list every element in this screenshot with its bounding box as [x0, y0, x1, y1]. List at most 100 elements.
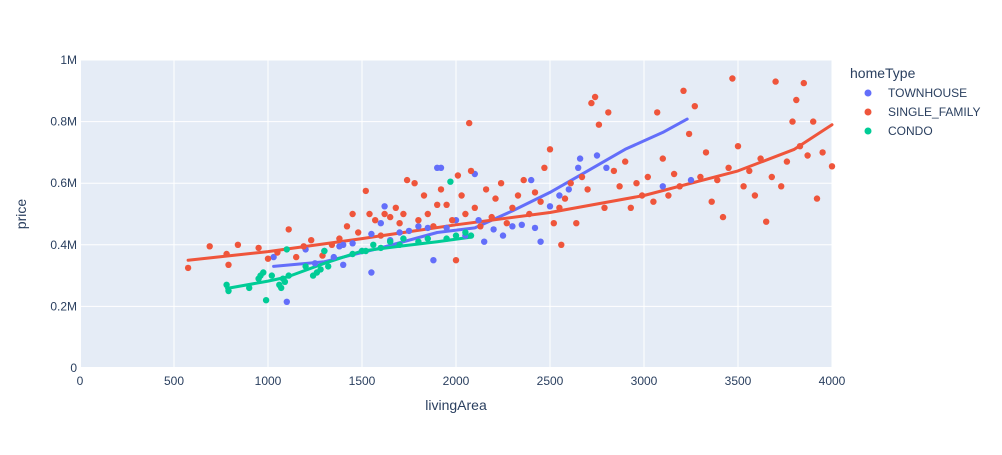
data-point-townhouse[interactable]: [368, 269, 374, 275]
data-point-single-family[interactable]: [378, 232, 384, 238]
data-point-condo[interactable]: [246, 285, 252, 291]
legend-item-condo[interactable]: CONDO: [865, 124, 933, 138]
data-point-single-family[interactable]: [645, 174, 651, 180]
data-point-single-family[interactable]: [355, 229, 361, 235]
data-point-single-family[interactable]: [443, 202, 449, 208]
data-point-condo[interactable]: [370, 242, 376, 248]
data-point-townhouse[interactable]: [396, 229, 402, 235]
data-point-single-family[interactable]: [547, 146, 553, 152]
data-point-single-family[interactable]: [349, 211, 355, 217]
data-point-single-family[interactable]: [573, 220, 579, 226]
data-point-condo[interactable]: [363, 248, 369, 254]
data-point-single-family[interactable]: [639, 192, 645, 198]
data-point-single-family[interactable]: [616, 183, 622, 189]
data-point-townhouse[interactable]: [381, 203, 387, 209]
data-point-single-family[interactable]: [225, 262, 231, 268]
data-point-single-family[interactable]: [692, 103, 698, 109]
data-point-single-family[interactable]: [509, 205, 515, 211]
data-point-single-family[interactable]: [757, 155, 763, 161]
data-point-single-family[interactable]: [329, 242, 335, 248]
data-point-single-family[interactable]: [697, 174, 703, 180]
data-point-single-family[interactable]: [725, 165, 731, 171]
data-point-townhouse[interactable]: [443, 225, 449, 231]
data-point-single-family[interactable]: [601, 205, 607, 211]
data-point-single-family[interactable]: [804, 152, 810, 158]
data-point-single-family[interactable]: [207, 243, 213, 249]
data-point-single-family[interactable]: [223, 251, 229, 257]
data-point-townhouse[interactable]: [378, 220, 384, 226]
data-point-townhouse[interactable]: [603, 165, 609, 171]
data-point-single-family[interactable]: [793, 97, 799, 103]
data-point-townhouse[interactable]: [312, 260, 318, 266]
data-point-condo[interactable]: [378, 245, 384, 251]
data-point-single-family[interactable]: [466, 120, 472, 126]
data-point-single-family[interactable]: [596, 122, 602, 128]
data-point-single-family[interactable]: [458, 192, 464, 198]
data-point-single-family[interactable]: [746, 168, 752, 174]
data-point-condo[interactable]: [468, 232, 474, 238]
data-point-single-family[interactable]: [752, 192, 758, 198]
data-point-single-family[interactable]: [453, 257, 459, 263]
data-point-condo[interactable]: [453, 232, 459, 238]
data-point-single-family[interactable]: [714, 177, 720, 183]
data-point-single-family[interactable]: [308, 237, 314, 243]
data-point-single-family[interactable]: [293, 254, 299, 260]
data-point-townhouse[interactable]: [688, 177, 694, 183]
data-point-condo[interactable]: [263, 297, 269, 303]
data-point-single-family[interactable]: [829, 163, 835, 169]
data-point-single-family[interactable]: [541, 165, 547, 171]
data-point-condo[interactable]: [387, 239, 393, 245]
data-point-condo[interactable]: [269, 272, 275, 278]
data-point-townhouse[interactable]: [368, 231, 374, 237]
data-point-townhouse[interactable]: [425, 225, 431, 231]
data-point-single-family[interactable]: [763, 219, 769, 225]
data-point-single-family[interactable]: [449, 217, 455, 223]
data-point-condo[interactable]: [400, 235, 406, 241]
data-point-single-family[interactable]: [680, 88, 686, 94]
data-point-single-family[interactable]: [729, 75, 735, 81]
data-point-single-family[interactable]: [421, 192, 427, 198]
data-point-single-family[interactable]: [628, 205, 634, 211]
data-point-single-family[interactable]: [819, 149, 825, 155]
data-point-condo[interactable]: [447, 179, 453, 185]
data-point-single-family[interactable]: [521, 177, 527, 183]
data-point-single-family[interactable]: [492, 195, 498, 201]
data-point-townhouse[interactable]: [438, 165, 444, 171]
data-point-single-family[interactable]: [477, 223, 483, 229]
data-point-single-family[interactable]: [468, 168, 474, 174]
data-point-townhouse[interactable]: [509, 223, 515, 229]
data-point-single-family[interactable]: [400, 211, 406, 217]
data-point-single-family[interactable]: [778, 183, 784, 189]
data-point-single-family[interactable]: [396, 220, 402, 226]
data-point-condo[interactable]: [415, 239, 421, 245]
data-point-single-family[interactable]: [650, 199, 656, 205]
data-point-single-family[interactable]: [611, 168, 617, 174]
legend-item-townhouse[interactable]: TOWNHOUSE: [865, 86, 968, 100]
data-point-single-family[interactable]: [515, 192, 521, 198]
data-point-condo[interactable]: [260, 269, 266, 275]
data-point-single-family[interactable]: [660, 155, 666, 161]
data-point-single-family[interactable]: [537, 199, 543, 205]
data-point-single-family[interactable]: [489, 214, 495, 220]
data-point-condo[interactable]: [302, 263, 308, 269]
data-point-single-family[interactable]: [665, 192, 671, 198]
data-point-single-family[interactable]: [801, 80, 807, 86]
data-point-townhouse[interactable]: [415, 223, 421, 229]
data-point-townhouse[interactable]: [349, 240, 355, 246]
data-point-single-family[interactable]: [265, 256, 271, 262]
data-point-townhouse[interactable]: [475, 217, 481, 223]
data-point-single-family[interactable]: [769, 174, 775, 180]
data-point-single-family[interactable]: [622, 158, 628, 164]
data-point-single-family[interactable]: [434, 202, 440, 208]
data-point-single-family[interactable]: [568, 180, 574, 186]
data-point-single-family[interactable]: [404, 177, 410, 183]
data-point-townhouse[interactable]: [331, 254, 337, 260]
data-point-townhouse[interactable]: [575, 165, 581, 171]
data-point-single-family[interactable]: [579, 174, 585, 180]
data-point-single-family[interactable]: [720, 214, 726, 220]
data-point-townhouse[interactable]: [490, 226, 496, 232]
data-point-condo[interactable]: [286, 272, 292, 278]
data-point-single-family[interactable]: [532, 189, 538, 195]
data-point-single-family[interactable]: [255, 245, 261, 251]
data-point-townhouse[interactable]: [532, 225, 538, 231]
